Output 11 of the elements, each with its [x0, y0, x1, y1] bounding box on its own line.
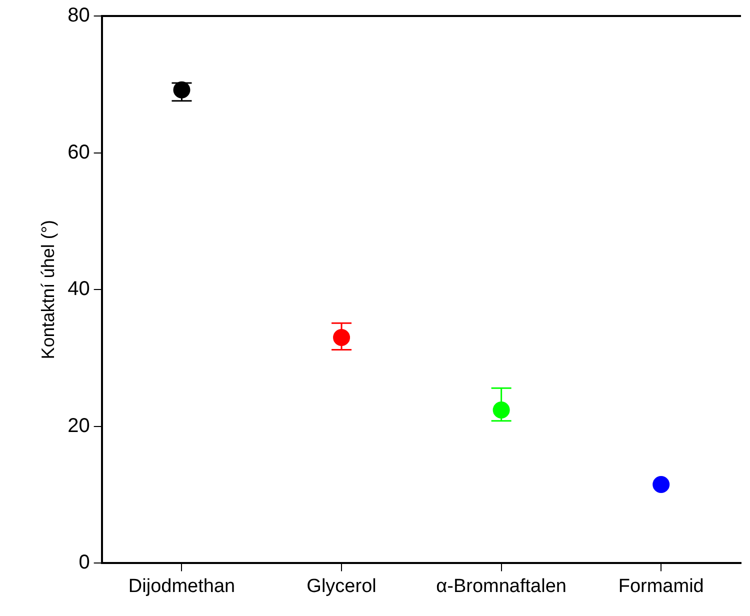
x-tick-label: Formamid: [618, 576, 704, 597]
y-tick-label: 60: [68, 141, 90, 164]
y-tick-label: 0: [78, 552, 90, 574]
y-tick-label: 20: [68, 414, 90, 437]
x-tick-label: Dijodmethan: [128, 576, 236, 597]
y-tick-label: 80: [68, 4, 90, 27]
point: [652, 476, 670, 494]
y-axis-title: Kontaktní úhel (°): [38, 220, 58, 360]
y-tick-label: 40: [68, 278, 90, 300]
x-tick-label: Glycerol: [306, 576, 376, 597]
x-tick-label: α-Bromnaftalen: [436, 576, 566, 597]
